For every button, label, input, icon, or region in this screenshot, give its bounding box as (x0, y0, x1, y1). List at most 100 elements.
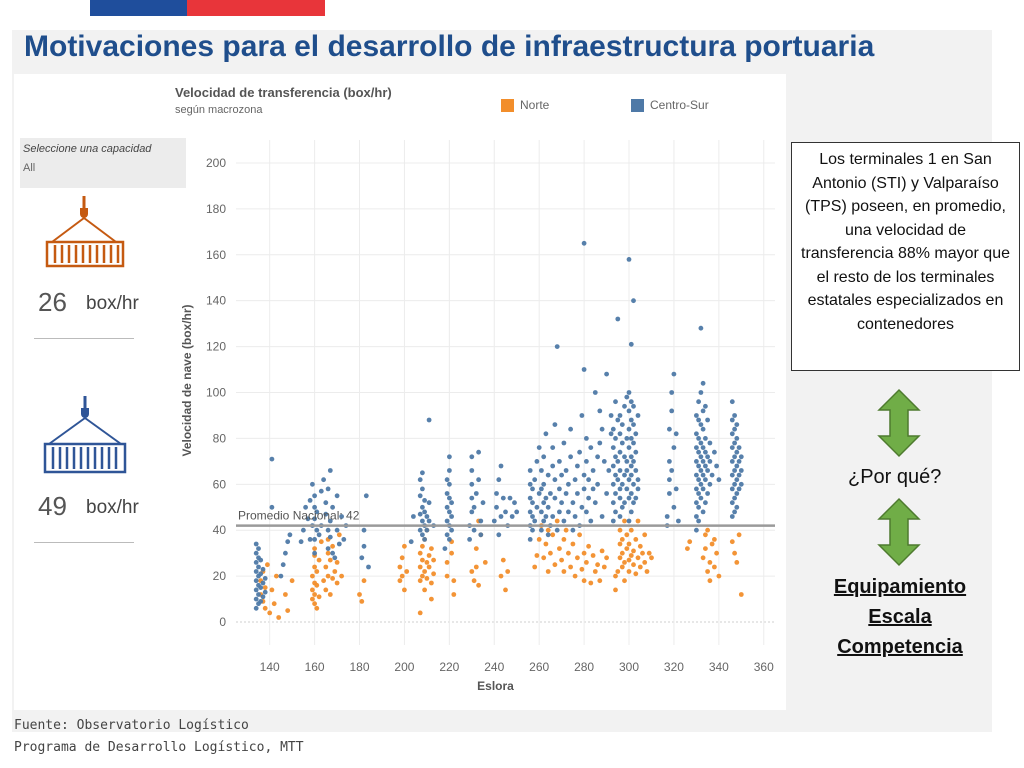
data-point-centro-sur (738, 468, 744, 473)
data-point-centro-sur (694, 500, 699, 506)
data-point-centro-sur (280, 562, 286, 568)
data-point-centro-sur (628, 399, 634, 405)
data-point-centro-sur (734, 491, 740, 496)
data-point-centro-sur (613, 472, 618, 478)
data-point-centro-sur (615, 459, 621, 464)
data-point-centro-sur (341, 537, 347, 542)
data-point-centro-sur (628, 454, 634, 460)
data-point-norte (548, 550, 553, 556)
data-point-centro-sur (314, 527, 320, 533)
data-point-centro-sur (534, 459, 540, 464)
data-point-centro-sur (601, 459, 607, 464)
data-point-centro-sur (619, 481, 625, 487)
data-point-centro-sur (619, 440, 625, 446)
data-point-centro-sur (736, 472, 742, 478)
data-point-norte (262, 605, 268, 611)
capacity-filter[interactable]: Seleccione una capacidad All (20, 138, 186, 188)
data-point-norte (552, 562, 558, 568)
data-point-centro-sur (361, 543, 367, 549)
data-point-centro-sur (703, 436, 708, 441)
data-point-centro-sur (667, 491, 672, 496)
data-point-centro-sur (700, 380, 706, 386)
data-point-centro-sur (527, 509, 533, 515)
data-point-norte (631, 562, 636, 568)
y-tick-label: 200 (206, 156, 226, 170)
data-point-norte (624, 546, 630, 551)
data-point-norte (561, 569, 567, 574)
data-point-centro-sur (734, 436, 740, 441)
data-point-centro-sur (581, 240, 587, 246)
data-point-centro-sur (707, 481, 713, 487)
data-point-centro-sur (321, 477, 326, 483)
data-point-norte (321, 578, 326, 584)
data-point-norte (482, 560, 488, 565)
data-point-centro-sur (543, 514, 549, 519)
data-point-norte (581, 578, 587, 584)
reasons-list: Equipamiento Escala Competencia (820, 572, 980, 662)
data-point-centro-sur (599, 514, 605, 519)
data-point-centro-sur (253, 596, 259, 602)
data-point-centro-sur (729, 445, 735, 450)
data-point-centro-sur (561, 518, 567, 524)
data-point-norte (624, 532, 630, 538)
data-point-centro-sur (729, 472, 735, 478)
data-point-norte (554, 518, 560, 524)
data-point-centro-sur (539, 468, 544, 473)
data-point-centro-sur (622, 472, 627, 478)
data-point-centro-sur (624, 468, 630, 473)
data-point-centro-sur (572, 477, 578, 483)
data-point-centro-sur (588, 445, 594, 450)
y-tick-label: 20 (213, 569, 227, 583)
data-point-centro-sur (599, 426, 605, 432)
data-point-norte (283, 592, 288, 597)
data-point-centro-sur (604, 491, 609, 496)
data-point-centro-sur (262, 589, 268, 595)
capacity-filter-value[interactable]: All (23, 162, 36, 174)
data-point-centro-sur (539, 486, 544, 492)
data-point-centro-sur (732, 426, 737, 432)
data-point-centro-sur (310, 481, 315, 487)
data-point-centro-sur (703, 477, 708, 483)
data-point-centro-sur (334, 527, 340, 533)
data-point-norte (550, 532, 556, 538)
data-point-centro-sur (694, 514, 699, 519)
data-point-centro-sur (532, 477, 538, 483)
data-point-centro-sur (512, 500, 517, 506)
data-point-centro-sur (253, 550, 259, 556)
data-point-centro-sur (256, 564, 261, 570)
legend-item-centro-sur[interactable]: Centro-Sur (631, 98, 709, 112)
data-point-centro-sur (619, 422, 625, 427)
data-point-centro-sur (471, 527, 477, 533)
data-point-centro-sur (696, 449, 701, 455)
data-point-centro-sur (631, 422, 636, 427)
data-point-centro-sur (285, 539, 291, 545)
data-point-centro-sur (541, 481, 547, 487)
data-point-centro-sur (577, 449, 582, 455)
data-point-centro-sur (608, 431, 614, 437)
data-point-centro-sur (700, 426, 706, 432)
data-point-centro-sur (417, 493, 423, 499)
legend-swatch-centro-sur (631, 98, 644, 112)
data-point-centro-sur (696, 417, 701, 423)
data-point-centro-sur (467, 537, 472, 542)
data-point-centro-sur (327, 518, 333, 524)
data-point-centro-sur (703, 403, 708, 409)
legend-label-norte: Norte (520, 98, 550, 112)
data-point-centro-sur (473, 491, 479, 496)
data-point-centro-sur (673, 486, 679, 492)
data-point-centro-sur (729, 459, 735, 464)
data-point-centro-sur (671, 445, 677, 450)
data-point-norte (642, 560, 648, 565)
capacity-unit-small: box/hr (86, 293, 139, 314)
data-point-centro-sur (732, 468, 737, 473)
data-point-norte (429, 596, 434, 602)
data-point-centro-sur (729, 500, 735, 506)
data-point-centro-sur (592, 500, 598, 506)
data-point-centro-sur (552, 477, 558, 483)
data-point-centro-sur (694, 486, 699, 492)
data-point-centro-sur (732, 509, 737, 515)
legend-item-norte[interactable]: Norte (501, 98, 549, 112)
data-point-centro-sur (729, 417, 735, 423)
data-point-norte (334, 580, 340, 586)
data-point-centro-sur (253, 569, 259, 574)
